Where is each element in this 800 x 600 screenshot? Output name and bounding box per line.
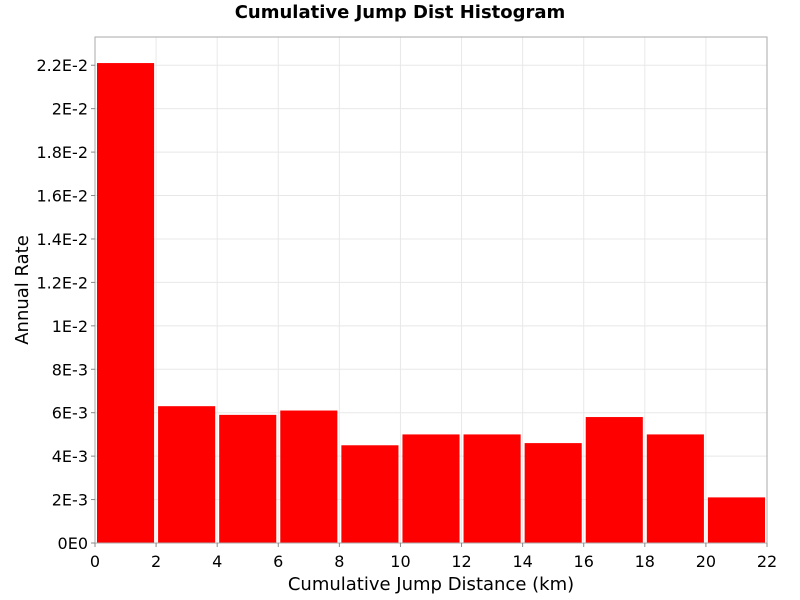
histogram-bar <box>463 434 521 543</box>
x-tick-label: 4 <box>212 552 222 571</box>
x-tick-label: 6 <box>273 552 283 571</box>
x-tick-label: 20 <box>696 552 716 571</box>
histogram-bar <box>707 497 765 543</box>
y-tick-label: 4E-3 <box>52 447 88 466</box>
histogram-bar <box>524 443 582 543</box>
y-tick-label: 2.2E-2 <box>36 56 88 75</box>
y-tick-label: 1.8E-2 <box>36 143 88 162</box>
histogram-bar <box>646 434 704 543</box>
y-tick-label: 1.6E-2 <box>36 187 88 206</box>
x-axis-label: Cumulative Jump Distance (km) <box>288 574 574 595</box>
y-axis-label: Annual Rate <box>12 235 33 345</box>
y-axis-ticks: 0E0 2E-3 4E-3 6E-3 8E-3 1E-2 1.2E-2 1.4E-2 1.6E-… <box>36 56 95 553</box>
y-tick-label: 1E-2 <box>52 317 88 336</box>
x-tick-label: 2 <box>151 552 161 571</box>
x-tick-label: 16 <box>574 552 594 571</box>
histogram-bar <box>158 406 216 543</box>
y-tick-label: 1.2E-2 <box>36 273 88 292</box>
x-tick-label: 12 <box>451 552 471 571</box>
histogram-bar <box>585 417 643 543</box>
x-tick-label: 10 <box>390 552 410 571</box>
histogram-bar <box>280 410 338 543</box>
histogram-bar <box>402 434 460 543</box>
x-tick-label: 14 <box>512 552 532 571</box>
y-tick-label: 8E-3 <box>52 360 88 379</box>
histogram-bar <box>219 414 277 543</box>
y-tick-label: 0E0 <box>58 534 88 553</box>
x-tick-label: 18 <box>635 552 655 571</box>
bars <box>97 63 765 543</box>
y-tick-label: 2E-2 <box>52 100 88 119</box>
chart-title: Cumulative Jump Dist Histogram <box>234 2 566 23</box>
x-axis-ticks: 0 2 4 6 8 10 12 14 16 18 20 22 <box>90 543 777 571</box>
plot-frame <box>94 36 768 544</box>
y-tick-label: 1.4E-2 <box>36 230 88 249</box>
x-tick-label: 22 <box>757 552 777 571</box>
y-tick-label: 2E-3 <box>52 491 88 510</box>
x-tick-label: 8 <box>334 552 344 571</box>
x-tick-label: 0 <box>90 552 100 571</box>
histogram-bar <box>97 63 155 543</box>
y-tick-label: 6E-3 <box>52 404 88 423</box>
histogram-bar <box>341 445 399 543</box>
